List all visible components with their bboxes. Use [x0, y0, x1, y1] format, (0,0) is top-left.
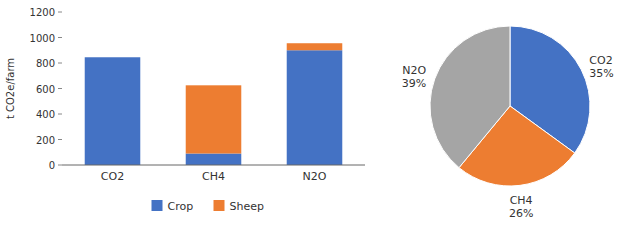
y-tick: [58, 165, 62, 166]
y-tick-label: 0: [49, 160, 55, 171]
bars: [85, 43, 343, 165]
x-axis-line: [62, 165, 365, 166]
pie-label: N2O: [402, 64, 426, 77]
pie-value-label: 26%: [509, 207, 533, 220]
y-tick: [58, 88, 62, 89]
bar: [287, 50, 343, 165]
x-tick-label: CO2: [101, 170, 124, 183]
y-tick: [58, 63, 62, 64]
y-tick: [58, 139, 62, 140]
y-tick-label: 400: [36, 109, 55, 120]
y-axis-label: t CO2e/farm: [5, 58, 16, 119]
pie-slice: [430, 26, 510, 168]
legend-label: Sheep: [230, 200, 264, 213]
y-tick: [58, 114, 62, 115]
y-tick: [58, 12, 62, 13]
bar: [85, 57, 141, 58]
legend-swatch: [214, 200, 225, 211]
pie: [430, 26, 590, 186]
y-tick-label: 800: [36, 58, 55, 69]
bar: [287, 43, 343, 50]
y-tick: [58, 37, 62, 38]
bar: [186, 154, 242, 165]
legend: Crop Sheep: [152, 200, 264, 213]
pie-value-label: 39%: [402, 77, 426, 90]
pie-value-label: 35%: [589, 67, 613, 80]
pie-label: CO2: [589, 54, 612, 67]
legend-label: Crop: [168, 200, 194, 213]
x-tick-label: CH4: [202, 170, 225, 183]
y-tick-label: 1000: [30, 33, 55, 44]
bar: [186, 85, 242, 153]
x-tick-label: N2O: [303, 170, 327, 183]
legend-swatch: [152, 200, 163, 211]
y-tick-label: 200: [36, 135, 55, 146]
bar: [85, 57, 141, 165]
y-tick-label: 1200: [30, 7, 55, 18]
y-tick-label: 600: [36, 84, 55, 95]
chart: 0 200 400 600 800 1000 1200 t CO2e/farm CO2 CH4 N2…: [0, 0, 640, 229]
pie-label: CH4: [510, 194, 533, 207]
